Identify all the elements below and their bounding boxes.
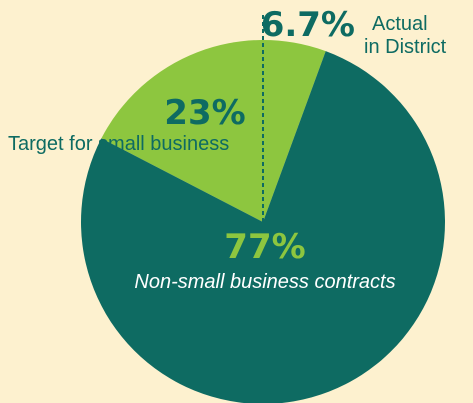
actual-label-line1: Actual [372,13,428,35]
non-small-business-label: Non-small business contracts [134,271,395,293]
non-small-business-pct-label: 77% [224,227,305,267]
small-business-pct-label: 23% [164,93,245,133]
small-business-label: Target for small business [8,133,229,155]
pie-slice-small-business [101,39,326,222]
actual-label-line2: in District [364,36,447,58]
actual-pct-label: 6.7% [261,5,355,45]
pie-slice-non-small-business [81,51,446,403]
